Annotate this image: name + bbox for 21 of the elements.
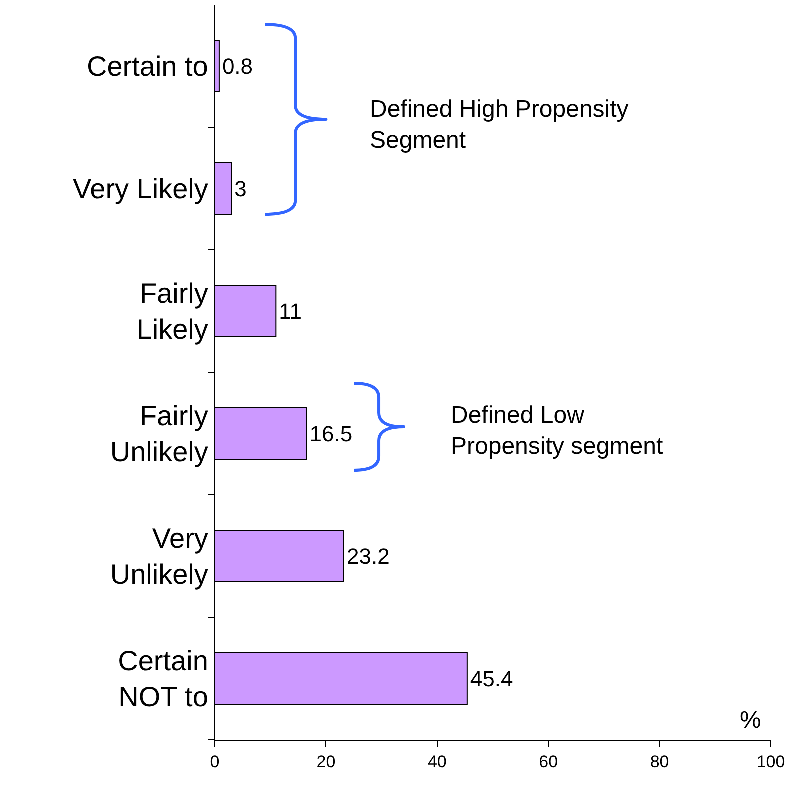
y-tick-label: Very Unlikely — [110, 522, 208, 590]
y-tick-label: Fairly Likely — [136, 278, 208, 346]
data-label: 3 — [234, 176, 247, 202]
data-label: 23.2 — [346, 544, 390, 569]
data-label: 11 — [279, 298, 302, 324]
x-tick-label: 100 — [756, 752, 786, 772]
y-tick-label: Fairly Unlikely — [110, 400, 208, 468]
data-label: 45.4 — [470, 666, 514, 692]
x-tick-label: 60 — [539, 752, 558, 772]
x-tick-label: 20 — [316, 752, 336, 772]
data-label: 16.5 — [310, 421, 353, 446]
x-tick-label: 40 — [428, 752, 447, 772]
y-tick-label: Certain to — [86, 51, 208, 82]
data-label: 0.8 — [222, 54, 254, 79]
x-axis-title: % — [740, 707, 762, 734]
annotation: Defined Low Propensity segment — [451, 402, 664, 460]
x-tick-label: 80 — [650, 752, 670, 772]
y-tick-label: Very Likely — [72, 174, 208, 205]
y-tick-label: Certain NOT to — [118, 645, 208, 713]
annotation: Defined High Propensity Segment — [370, 96, 629, 154]
x-tick-label: 0 — [210, 752, 220, 772]
